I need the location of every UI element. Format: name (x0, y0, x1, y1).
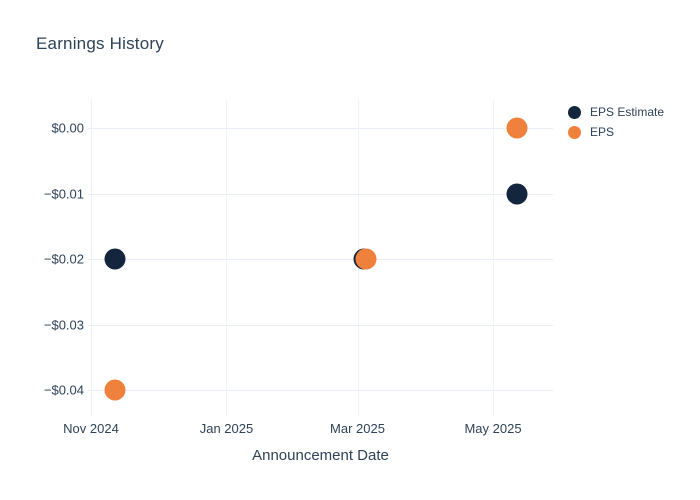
legend-label: EPS (590, 125, 615, 139)
legend: EPS Estimate EPS (568, 105, 664, 139)
x-axis-title: Announcement Date (252, 447, 389, 464)
legend-marker-icon (568, 105, 581, 119)
gridline-horizontal (88, 193, 553, 195)
chart-title: Earnings History (36, 34, 164, 53)
y-tick-label: −$0.04 (43, 382, 84, 398)
gridline-vertical (493, 99, 494, 417)
y-tick-label: −$0.03 (43, 317, 84, 332)
y-tick-label: $0.00 (51, 120, 84, 136)
gridline-vertical (91, 99, 92, 417)
y-tick-label: −$0.01 (43, 186, 84, 201)
x-tick-label: May 2025 (464, 421, 522, 436)
gridline-horizontal (88, 128, 553, 129)
gridline-vertical (226, 99, 228, 417)
gridline-horizontal (88, 390, 553, 391)
legend-marker-icon (568, 125, 581, 139)
x-tick-label: Mar 2025 (330, 421, 385, 436)
x-tick-label: Jan 2025 (199, 421, 254, 436)
legend-label: EPS Estimate (590, 105, 665, 119)
marker-eps[interactable] (506, 117, 528, 139)
marker-eps-estimate[interactable] (506, 183, 528, 204)
y-tick-label: −$0.02 (43, 251, 84, 267)
marker-eps-estimate[interactable] (104, 248, 126, 270)
x-tick-label: Nov 2024 (63, 421, 119, 436)
legend-item-eps[interactable]: EPS (568, 125, 664, 139)
marker-eps[interactable] (355, 248, 377, 270)
marker-eps[interactable] (104, 379, 126, 401)
gridline-horizontal (88, 259, 553, 260)
gridline-horizontal (88, 324, 553, 326)
legend-item-eps-estimate[interactable]: EPS Estimate (568, 105, 664, 119)
